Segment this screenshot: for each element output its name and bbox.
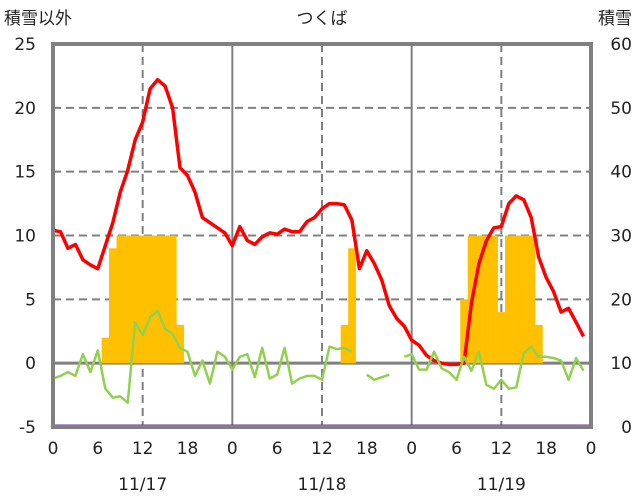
y-left-tick: 5 [25, 290, 36, 310]
snow-bar [168, 235, 177, 364]
snow-bar [534, 324, 543, 364]
series-green [366, 373, 390, 382]
left-axis-title: 積雪以外 [4, 9, 72, 29]
y-right-tick: 40 [610, 163, 632, 183]
snow-bar [146, 235, 155, 364]
snow-bar [460, 299, 469, 364]
snow-bar [131, 235, 140, 364]
y-right-tick: 30 [610, 227, 632, 247]
y-left-tick: 10 [14, 227, 36, 247]
y-right-tick: 0 [621, 418, 632, 438]
date-label: 11/18 [298, 475, 347, 495]
date-label: 11/17 [118, 475, 167, 495]
snow-bar [161, 235, 170, 364]
x-tick: 12 [311, 439, 333, 459]
snow-bar [475, 235, 483, 364]
x-tick: 6 [92, 439, 103, 459]
y-left-tick: -5 [19, 418, 36, 438]
x-tick: 0 [586, 439, 597, 459]
x-tick: 12 [491, 439, 513, 459]
snow-bar [153, 235, 162, 364]
x-tick: 6 [272, 439, 283, 459]
x-tick: 0 [406, 439, 417, 459]
date-label: 11/19 [477, 475, 526, 495]
y-right-tick: 10 [610, 354, 632, 374]
snow-bar [176, 324, 185, 364]
chart-title: つくば [297, 9, 348, 29]
x-tick: 12 [132, 439, 154, 459]
snow-bar [490, 235, 498, 364]
right-axis-title: 積雪 [598, 9, 632, 29]
y-left-tick: 25 [14, 35, 36, 55]
y-left-tick: 15 [14, 163, 36, 183]
series-red [52, 77, 586, 367]
snow-bar [512, 235, 521, 364]
y-left-tick: 0 [25, 354, 36, 374]
series-green [403, 345, 585, 390]
snow-bar [520, 235, 528, 364]
x-tick: 18 [356, 439, 378, 459]
snow-bar [101, 337, 110, 364]
y-right-tick: 20 [610, 290, 632, 310]
snow-bar [116, 235, 125, 364]
x-tick: 0 [227, 439, 238, 459]
y-right-tick: 60 [610, 35, 632, 55]
snow-bar [109, 248, 117, 364]
y-right-tick: 50 [610, 99, 632, 119]
snow-bar [138, 235, 147, 364]
x-tick: 6 [451, 439, 462, 459]
plot-border [51, 42, 593, 429]
y-left-tick: 20 [14, 99, 36, 119]
snow-bar [505, 235, 513, 364]
snow-bar [482, 235, 491, 364]
snow-bar [123, 235, 132, 364]
snow-bar [348, 248, 356, 364]
x-tick: 18 [535, 439, 557, 459]
x-tick: 0 [48, 439, 59, 459]
snow-bar [340, 324, 349, 364]
x-tick: 18 [177, 439, 199, 459]
snow-bar [497, 312, 506, 364]
snow-bar [527, 235, 536, 364]
series-green [52, 309, 353, 404]
